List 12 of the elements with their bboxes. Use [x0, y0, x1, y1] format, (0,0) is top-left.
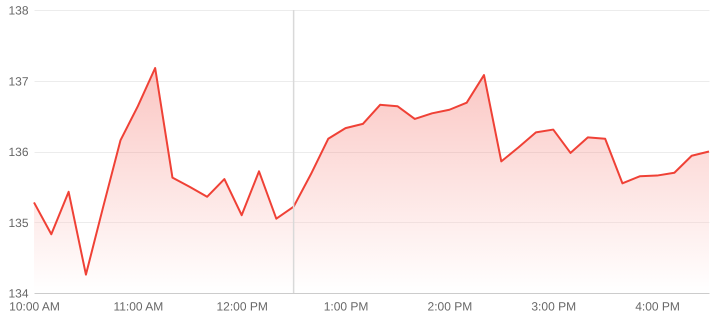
y-tick-label: 136 — [8, 145, 29, 159]
y-tick-label: 134 — [8, 286, 29, 300]
y-tick-label: 138 — [8, 4, 29, 18]
y-tick-label: 135 — [8, 216, 29, 230]
x-tick-label: 12:00 PM — [216, 300, 268, 314]
x-tick-label: 10:00 AM — [9, 300, 60, 314]
x-tick-label: 11:00 AM — [113, 300, 164, 314]
x-tick-label: 4:00 PM — [635, 300, 680, 314]
y-tick-label: 137 — [8, 74, 29, 88]
x-tick-label: 2:00 PM — [428, 300, 472, 314]
x-tick-label: 3:00 PM — [531, 300, 576, 314]
x-tick-label: 1:00 PM — [324, 300, 368, 314]
